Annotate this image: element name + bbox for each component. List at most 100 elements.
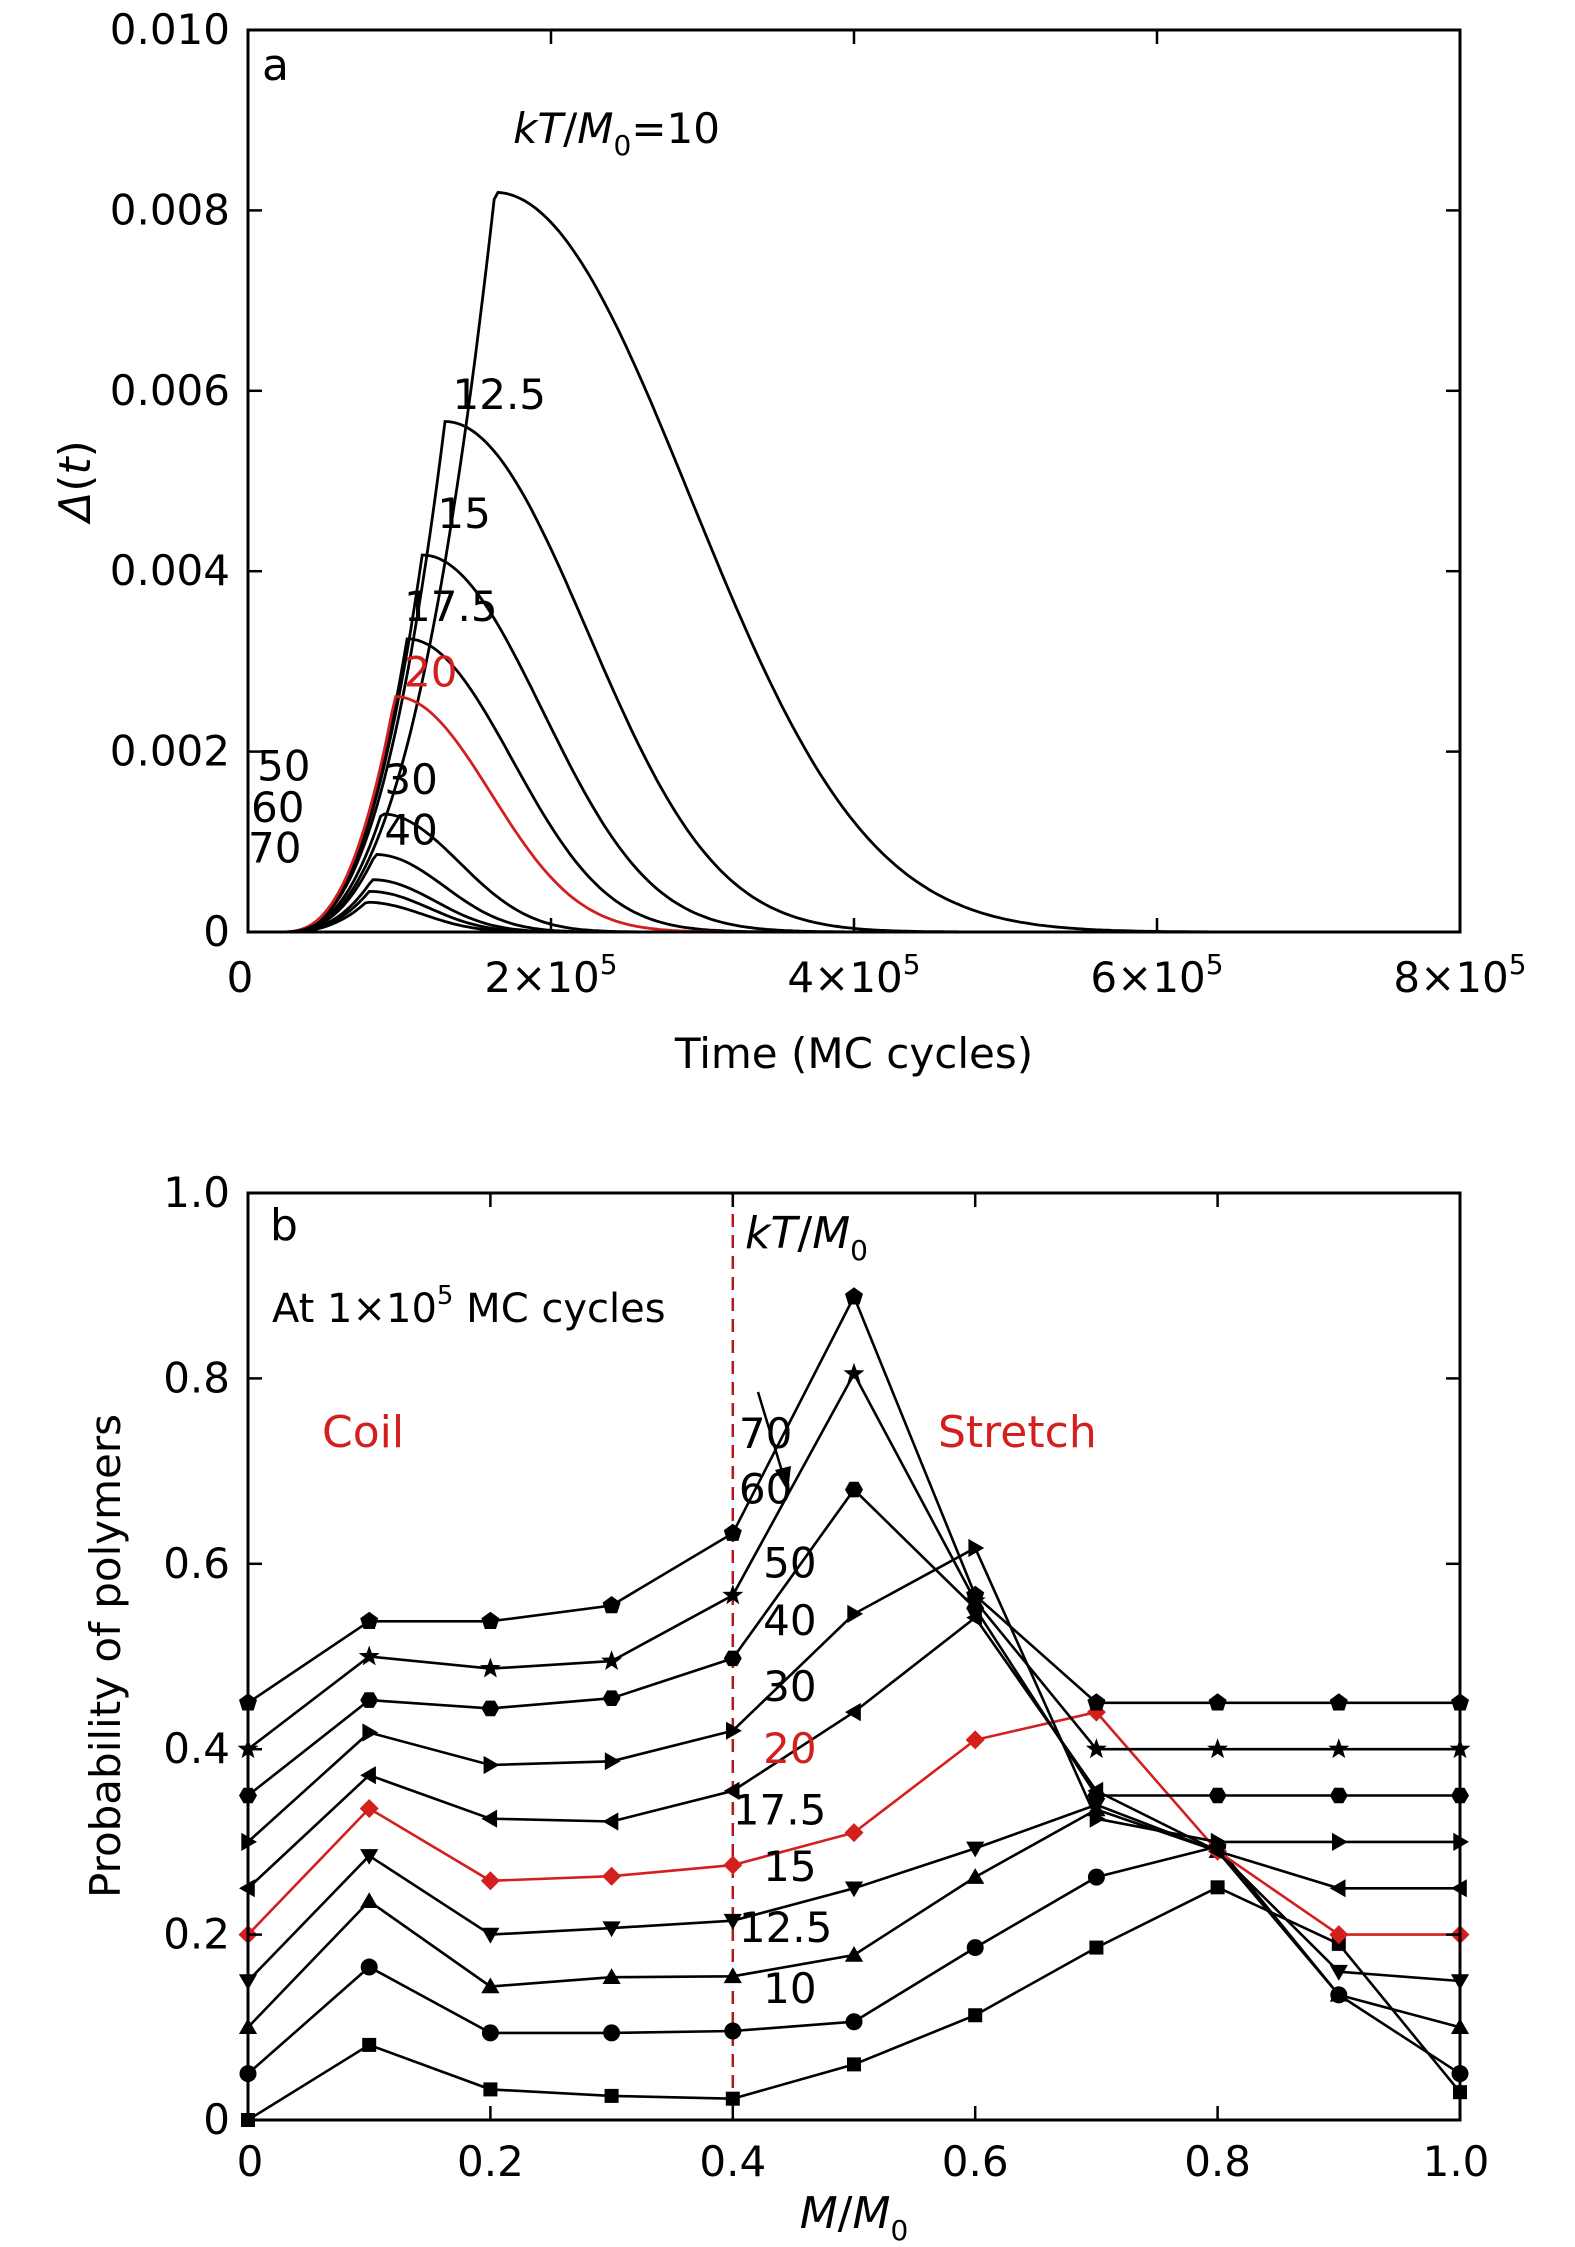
a-ytick-label: 0 <box>203 907 230 956</box>
b-ytick-label: 0.4 <box>163 1724 230 1773</box>
b-point-12-5 <box>966 1939 984 1957</box>
a-xtick-label: 2×105 <box>484 948 617 1002</box>
b-ytick-label: 0.2 <box>163 1910 230 1959</box>
a-xtick-label-base: 6×10 <box>1090 953 1205 1002</box>
a-curve-label-40: 40 <box>384 806 437 855</box>
b-series-10 <box>241 1880 1467 2127</box>
b-point-20 <box>965 1730 985 1750</box>
b-point-17-5 <box>360 1849 379 1865</box>
b-point-70 <box>1087 1693 1106 1711</box>
a-ytick-label: 0.008 <box>110 185 230 234</box>
b-point-10 <box>483 2082 498 2097</box>
b-point-17-5 <box>723 1913 742 1930</box>
b-xtick-label: 0.8 <box>1184 2137 1251 2186</box>
b-point-70 <box>481 1611 500 1629</box>
b-series-label-10: 10 <box>763 1964 816 2013</box>
b-point-17-5 <box>844 1881 864 1898</box>
b-series-label-15: 15 <box>763 1842 816 1891</box>
b-xtick-label: 0.4 <box>699 2137 766 2186</box>
a-curve-label-12-5: 12.5 <box>453 370 547 419</box>
b-point-17-5 <box>966 1841 985 1858</box>
b-point-12-5 <box>724 2022 742 2040</box>
panel-a-letter: a <box>262 40 289 91</box>
b-point-10 <box>968 2008 983 2023</box>
b-point-50 <box>845 1481 863 1498</box>
panel-b-annotation: At 1×105 MC cycles <box>272 1281 666 1332</box>
b-line-70 <box>247 1293 1460 1705</box>
a-xtick-label: 6×105 <box>1090 948 1223 1002</box>
panel-b-legend-title: kT/M0 <box>745 1208 868 1267</box>
b-point-70 <box>1329 1693 1348 1711</box>
b-xtick-label: 0.2 <box>457 2137 524 2186</box>
b-point-20 <box>480 1871 500 1891</box>
a-curve-label-50: 50 <box>257 741 310 790</box>
b-point-40 <box>483 1755 500 1775</box>
b-point-15 <box>723 1967 742 1984</box>
a-curve-label-20: 20 <box>404 648 457 697</box>
b-point-60 <box>722 1584 744 1605</box>
a-xtick-label-exp: 5 <box>1509 948 1527 981</box>
b-point-40 <box>1210 1832 1227 1851</box>
b-point-70 <box>602 1596 621 1614</box>
b-point-50 <box>1208 1787 1227 1804</box>
b-point-50 <box>602 1690 621 1706</box>
b-point-17-5 <box>481 1927 500 1944</box>
a-xtick-label: 0 <box>227 953 254 1002</box>
b-series-label-12-5: 12.5 <box>739 1903 833 1952</box>
b-series-70 <box>239 1287 1469 1711</box>
panel-a-ylabel: Δ(t) <box>50 440 101 525</box>
b-point-60 <box>1085 1738 1107 1759</box>
b-point-15 <box>844 1946 864 1962</box>
b-point-12-5 <box>360 1958 378 1976</box>
b-point-10 <box>847 2057 861 2072</box>
b-line-60 <box>247 1371 1460 1751</box>
b-point-40 <box>604 1752 621 1771</box>
a-label-slash: / <box>563 104 578 153</box>
b-point-20 <box>359 1799 379 1818</box>
a-xtick-label-exp: 5 <box>600 948 618 981</box>
a-label-m: M <box>577 104 613 153</box>
a-curve-label-010: kT/M0=10 <box>513 104 720 162</box>
a-label-sub: 0 <box>614 129 632 162</box>
b-point-50 <box>1087 1787 1106 1804</box>
b-series-label-17-5: 17.5 <box>733 1785 827 1834</box>
b-point-70 <box>966 1585 985 1603</box>
b-point-30 <box>1329 1879 1346 1898</box>
b-point-15 <box>481 1977 500 1994</box>
b-point-10 <box>725 2091 740 2106</box>
a-ytick-label: 0.002 <box>110 727 230 776</box>
b-point-60 <box>843 1362 865 1383</box>
b-point-12-5 <box>845 2013 863 2031</box>
a-curve-label-60: 60 <box>251 783 304 832</box>
b-ytick-label: 1.0 <box>163 1168 230 1217</box>
b-xtick-label: 1.0 <box>1423 2137 1490 2186</box>
b-point-40 <box>968 1538 985 1558</box>
b-point-60 <box>358 1645 380 1666</box>
b-point-60 <box>601 1650 623 1670</box>
a-ytick-label: 0.006 <box>110 366 230 415</box>
b-point-20 <box>844 1823 864 1843</box>
b-point-10 <box>1210 1880 1225 1895</box>
a-curve-label-17-5: 17.5 <box>404 582 498 631</box>
a-xtick-label-base: 0 <box>227 953 254 1002</box>
panel-b-stretch-label: Stretch <box>938 1407 1097 1458</box>
b-point-70 <box>845 1287 863 1305</box>
b-series-40 <box>241 1538 1469 1851</box>
b-point-12-5 <box>481 2024 499 2042</box>
b-point-70 <box>1208 1693 1227 1711</box>
panel-b: 0 0.2 0.4 0.6 0.8 1.000.20.40.60.81.0 7060504… <box>81 1168 1489 2247</box>
b-point-40 <box>847 1604 863 1623</box>
b-point-10 <box>1089 1940 1104 1955</box>
b-point-40 <box>362 1723 379 1742</box>
b-point-70 <box>360 1611 379 1629</box>
panel-b-ylabel: Probability of polymers <box>81 1414 130 1898</box>
b-point-17-5 <box>1329 1964 1348 1981</box>
a-ytick-label: 0.010 <box>110 5 230 54</box>
a-curve-label-30: 30 <box>384 755 437 804</box>
b-point-60 <box>1207 1738 1229 1759</box>
b-point-50 <box>723 1650 742 1667</box>
a-xtick-label-exp: 5 <box>903 948 921 981</box>
b-series-60 <box>237 1362 1471 1759</box>
